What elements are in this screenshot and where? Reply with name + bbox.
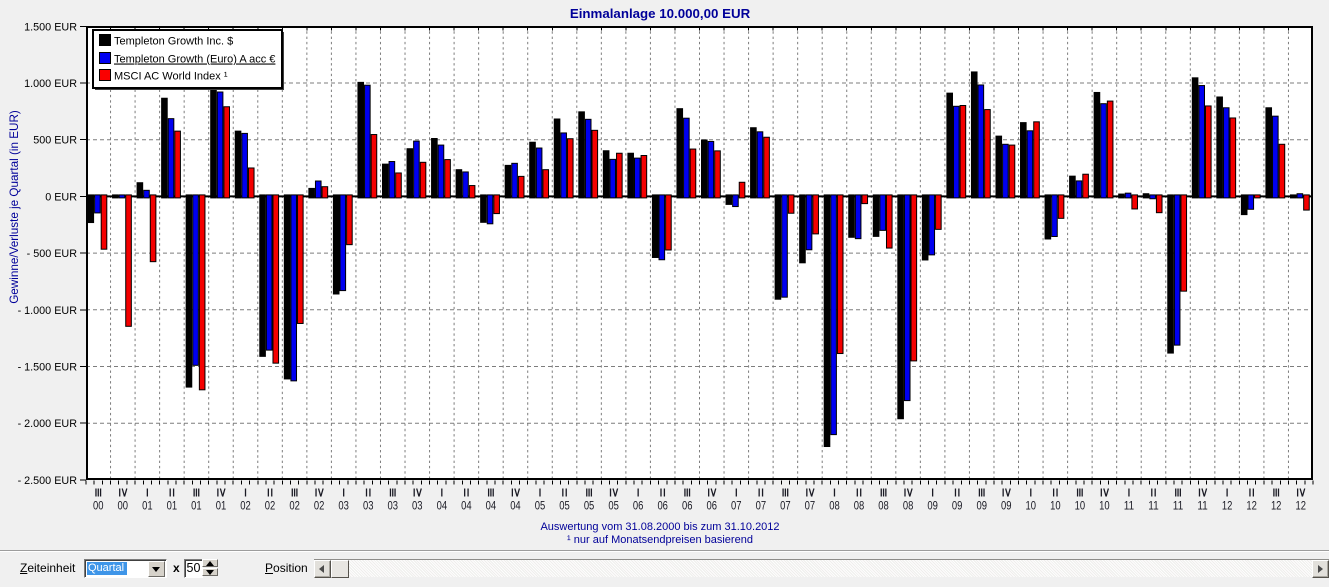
svg-text:Einmalanlage 10.000,00 EUR: Einmalanlage 10.000,00 EUR <box>570 6 751 21</box>
svg-text:- 1.500 EUR: - 1.500 EUR <box>18 362 78 374</box>
svg-text:11: 11 <box>1148 499 1159 513</box>
svg-text:10: 10 <box>1099 499 1110 513</box>
svg-text:0 EUR: 0 EUR <box>45 191 77 203</box>
svg-text:05: 05 <box>584 499 595 513</box>
svg-text:02: 02 <box>265 499 276 513</box>
svg-text:12: 12 <box>1295 499 1306 513</box>
svg-text:1.000 EUR: 1.000 EUR <box>24 78 77 90</box>
svg-text:04: 04 <box>461 499 472 513</box>
svg-text:11: 11 <box>1197 499 1208 513</box>
svg-text:05: 05 <box>559 499 570 513</box>
svg-text:04: 04 <box>437 499 448 513</box>
svg-text:02: 02 <box>289 499 300 513</box>
svg-text:02: 02 <box>314 499 325 513</box>
svg-text:08: 08 <box>903 499 914 513</box>
svg-text:04: 04 <box>510 499 521 513</box>
svg-text:Gewinne/Verluste je Quartal (i: Gewinne/Verluste je Quartal (in EUR) <box>8 110 21 304</box>
svg-text:01: 01 <box>191 499 202 513</box>
svg-text:Templeton Growth (Euro) A acc: Templeton Growth (Euro) A acc € <box>114 54 275 66</box>
svg-text:500 EUR: 500 EUR <box>33 135 77 147</box>
svg-text:- 500 EUR: - 500 EUR <box>27 248 78 260</box>
svg-text:12: 12 <box>1246 499 1257 513</box>
svg-text:MSCI AC World Index ¹: MSCI AC World Index ¹ <box>114 71 228 83</box>
svg-text:10: 10 <box>1026 499 1037 513</box>
svg-text:12: 12 <box>1271 499 1282 513</box>
svg-text:06: 06 <box>657 499 668 513</box>
svg-text:09: 09 <box>952 499 963 513</box>
svg-text:03: 03 <box>388 499 399 513</box>
svg-text:10: 10 <box>1075 499 1086 513</box>
svg-text:01: 01 <box>142 499 153 513</box>
svg-text:00: 00 <box>118 499 129 513</box>
svg-text:08: 08 <box>854 499 865 513</box>
svg-text:08: 08 <box>878 499 889 513</box>
svg-text:03: 03 <box>338 499 349 513</box>
svg-text:06: 06 <box>682 499 693 513</box>
svg-text:¹ nur auf Monatsendpreisen bas: ¹ nur auf Monatsendpreisen basierend <box>567 534 753 546</box>
svg-text:04: 04 <box>486 499 497 513</box>
svg-text:07: 07 <box>805 499 816 513</box>
svg-text:03: 03 <box>412 499 423 513</box>
svg-text:Templeton Growth Inc. $: Templeton Growth Inc. $ <box>114 36 233 48</box>
svg-text:09: 09 <box>976 499 987 513</box>
svg-text:07: 07 <box>780 499 791 513</box>
svg-text:11: 11 <box>1173 499 1184 513</box>
svg-text:00: 00 <box>93 499 104 513</box>
svg-text:07: 07 <box>756 499 767 513</box>
svg-text:- 2.500 EUR: - 2.500 EUR <box>18 475 78 487</box>
svg-text:07: 07 <box>731 499 742 513</box>
svg-text:05: 05 <box>608 499 619 513</box>
svg-text:03: 03 <box>363 499 374 513</box>
svg-text:09: 09 <box>1001 499 1012 513</box>
svg-text:1.500 EUR: 1.500 EUR <box>24 21 77 33</box>
svg-text:01: 01 <box>167 499 178 513</box>
svg-text:10: 10 <box>1050 499 1061 513</box>
svg-text:06: 06 <box>707 499 718 513</box>
svg-text:02: 02 <box>240 499 251 513</box>
svg-text:06: 06 <box>633 499 644 513</box>
svg-text:05: 05 <box>535 499 546 513</box>
svg-text:09: 09 <box>927 499 938 513</box>
svg-text:Auswertung vom 31.08.2000 bis: Auswertung vom 31.08.2000 bis zum 31.10.… <box>540 521 779 533</box>
svg-text:- 2.000 EUR: - 2.000 EUR <box>18 418 78 430</box>
svg-text:08: 08 <box>829 499 840 513</box>
svg-text:01: 01 <box>216 499 227 513</box>
svg-text:- 1.000 EUR: - 1.000 EUR <box>18 305 78 317</box>
svg-text:12: 12 <box>1222 499 1233 513</box>
svg-text:11: 11 <box>1124 499 1135 513</box>
